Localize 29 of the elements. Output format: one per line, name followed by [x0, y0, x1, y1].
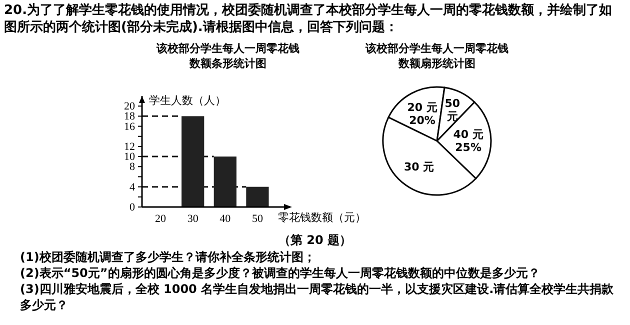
data-label: 25%: [455, 140, 482, 154]
chart-title: 该校部分学生每人一周零花钱数额扇形统计图: [364, 42, 508, 70]
y-tick-label: 0: [130, 202, 136, 214]
bar: [246, 186, 269, 207]
y-tick-label: 8: [130, 161, 136, 174]
x-tick-label: 20: [155, 213, 167, 226]
y-tick-label: 20: [124, 100, 136, 113]
y-tick-label: 16: [124, 120, 136, 133]
bar: [182, 116, 204, 207]
y-axis-title: 学生人数（人）: [149, 94, 226, 107]
y-tick-label: 12: [124, 140, 135, 153]
x-tick-label: 50: [252, 213, 264, 226]
y-tick-label: 10: [124, 151, 136, 164]
chart-title: 该校部分学生每人一周零花钱数额条形统计图: [156, 42, 300, 70]
y-tick-label: 4: [130, 181, 136, 194]
slice-label: 40 元: [453, 128, 484, 141]
text: (1)校团委随机调查了多少学生？请你补全条形统计图；: [20, 250, 316, 264]
x-tick-label: 30: [187, 213, 199, 226]
text: (2)表示“50元”的扇形的圆心角是多少度？被调查的学生每人一周零花钱数额的中位数是多少元？: [20, 266, 540, 280]
text: 20.为了了解学生零花钱的使用情况，校团委随机调查了本校部分学生每人一周的零花钱数额，并绘制了如图所示的两个统计图(部分未完成).请根据图中信息，回答下列问题：: [4, 2, 612, 35]
y-tick-label: 18: [124, 110, 136, 123]
x-axis-title: 零花钱数额（元）: [278, 211, 366, 224]
text: (3)四川雅安地震后，全校 1000 名学生自发地捐出一周零花钱的一半，以支援灾区建设.请估算全校学生共捐款多少元？: [20, 282, 615, 312]
bar: [214, 156, 236, 207]
text: （第 20 题）: [278, 233, 352, 247]
data-label: 20%: [409, 114, 436, 127]
slice-label: 20 元: [407, 100, 438, 114]
x-tick-label: 40: [220, 213, 232, 226]
slice-label: 30 元: [404, 160, 434, 174]
